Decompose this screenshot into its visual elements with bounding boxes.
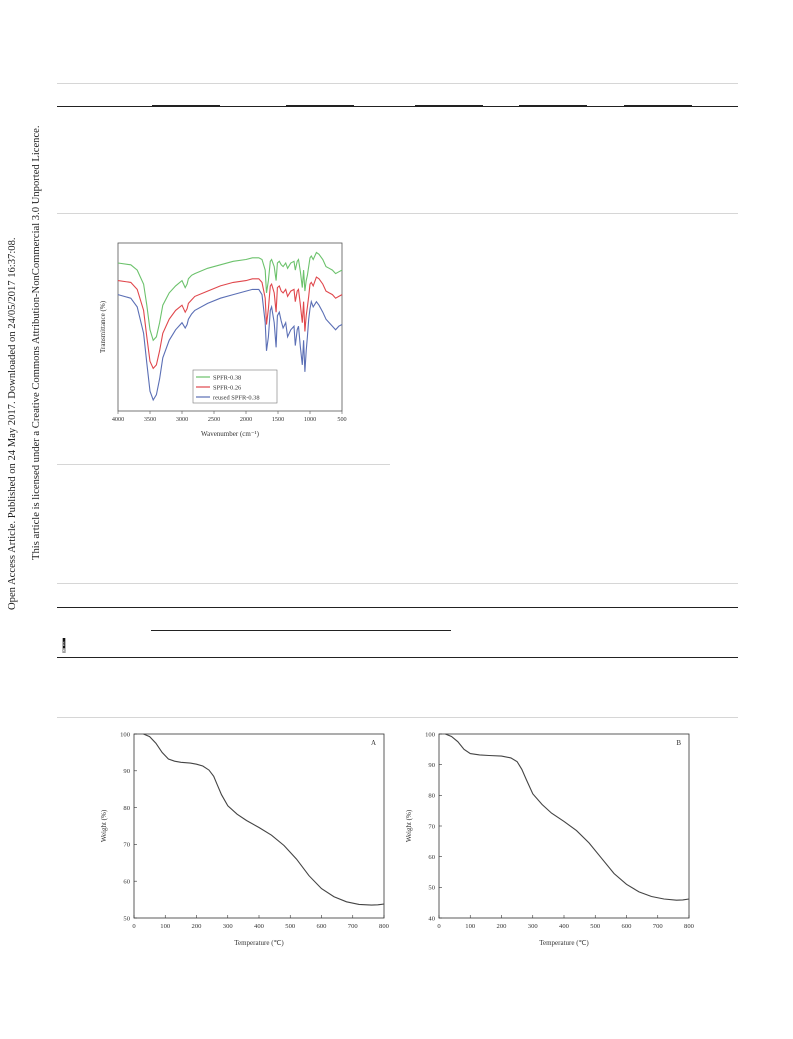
ftir-x-tick-label: 2000: [240, 416, 252, 423]
tga-b-series-group: [445, 733, 690, 901]
ftir-legend-label: SPFR-0.26: [213, 384, 241, 391]
table-rule-2: [57, 607, 738, 608]
ftir-x-tick-label: 500: [337, 416, 346, 423]
tgaA-x-tick-label: 400: [254, 923, 265, 930]
license-sidebar: Open Access Article. Published on 24 May…: [0, 0, 66, 660]
ftir-x-tick-label: 2500: [208, 416, 220, 423]
ftir-x-ticks: 4000 3500 3000 2500 2000 1500 1000 500: [112, 411, 347, 423]
tgaB-x-tick-label: 0: [437, 923, 441, 930]
top-light-rule: [57, 83, 738, 84]
tgaB-y-tick-label: 80: [428, 793, 435, 800]
tgaA-y-tick-label: 90: [123, 768, 130, 775]
tgaB-x-tick-label: 300: [528, 923, 539, 930]
tgaB-y-tick-label: 90: [428, 762, 435, 769]
tgaB-weight-curve: [445, 733, 690, 901]
ftir-legend: SPFR-0.38 SPFR-0.26 reused SPFR-0.38: [192, 369, 278, 404]
ftir-series-group: [117, 251, 343, 402]
ftir-x-axis-label: Wavenumber (cm⁻¹): [201, 430, 260, 438]
ftir-legend-label: SPFR-0.38: [213, 374, 241, 381]
tgaA-x-tick-label: 700: [348, 923, 359, 930]
tga-a-x-axis-label: Temperature (℃): [234, 939, 284, 947]
tga-a-plot-frame: [133, 733, 385, 919]
table-span-rule: [151, 630, 451, 631]
ftir-x-tick-label: 1500: [272, 416, 284, 423]
ftir-x-tick-label: 4000: [112, 416, 124, 423]
tgaA-weight-curve: [143, 733, 385, 906]
section-light-rule-3: [57, 717, 738, 718]
tgaA-x-tick-label: 300: [223, 923, 234, 930]
table-rule-1: [57, 106, 738, 107]
table-subrule-5: [624, 105, 692, 106]
ftir-y-axis-label: Transmittance (%): [99, 300, 107, 353]
tgaB-y-tick-label: 70: [428, 823, 435, 830]
tgaA-x-tick-label: 500: [285, 923, 296, 930]
tgaA-x-tick-label: 600: [317, 923, 328, 930]
table-subrule-3: [415, 105, 483, 106]
tgaA-x-tick-label: 200: [192, 923, 203, 930]
table-rule-3: [57, 657, 738, 658]
tga-a-panel-label: A: [371, 739, 376, 747]
tgaB-y-tick-label: 40: [428, 915, 435, 922]
tgaB-y-tick-label: 100: [425, 731, 436, 738]
tgaA-y-tick-label: 70: [123, 842, 130, 849]
table-subrule-1: [152, 105, 220, 106]
tgaB-x-tick-label: 600: [622, 923, 633, 930]
cc-by-nc-badge: cc BY-NC: [62, 638, 66, 653]
ftir-chart: 4000 3500 3000 2500 2000 1500 1000 500 Wavenumb…: [99, 242, 347, 438]
tga-b-x-axis-label: Temperature (℃): [539, 939, 589, 947]
tgaA-y-tick-label: 80: [123, 805, 130, 812]
by-nc-text: BY-NC: [64, 641, 66, 646]
ftir-series-line-2: [117, 276, 343, 370]
tgaA-x-tick-label: 0: [132, 923, 136, 930]
sidebar-line-published: Open Access Article. Published on 24 May…: [7, 237, 18, 610]
ftir-series-line-3: [117, 288, 343, 402]
tgaB-x-tick-label: 200: [497, 923, 508, 930]
tga-chart-a: 0 100 200 300 400 500 600 700 800 50 60 70 80 90 100 A…: [100, 731, 390, 947]
tga-b-ticks: 0 100 200 300 400 500 600 700 800 40 50 60 70 80 90 100: [425, 731, 695, 930]
tgaB-x-tick-label: 100: [465, 923, 476, 930]
section-light-rule-2: [57, 583, 738, 584]
table-subrule-2: [286, 105, 354, 106]
table-subrule-4: [519, 105, 587, 106]
tgaB-x-tick-label: 800: [684, 923, 695, 930]
tga-a-y-axis-label: Weight (%): [100, 809, 108, 842]
tgaA-y-tick-label: 100: [120, 731, 131, 738]
tga-chart-b: 0 100 200 300 400 500 600 700 800 40 50 60 70 80 90 100…: [405, 731, 695, 947]
ftir-x-tick-label: 3000: [176, 416, 188, 423]
tgaA-x-tick-label: 100: [160, 923, 171, 930]
cc-icon: [62, 649, 66, 652]
tga-a-series-group: [143, 733, 385, 906]
tgaA-x-tick-label: 800: [379, 923, 390, 930]
tgaA-y-tick-label: 50: [123, 915, 130, 922]
tgaB-x-tick-label: 400: [559, 923, 570, 930]
tga-a-ticks: 0 100 200 300 400 500 600 700 800 50 60 70 80 90 100: [120, 731, 390, 930]
figure-caption-rule: [57, 464, 390, 465]
ftir-x-tick-label: 3500: [144, 416, 156, 423]
tgaB-y-tick-label: 60: [428, 854, 435, 861]
tga-b-plot-frame: [438, 733, 690, 919]
sidebar-line-licence: This article is licensed under a Creativ…: [31, 125, 42, 560]
ftir-series-line-1: [117, 251, 343, 342]
section-light-rule-1: [57, 213, 738, 214]
ftir-x-tick-label: 1000: [304, 416, 316, 423]
tga-b-y-axis-label: Weight (%): [405, 809, 413, 842]
cc-icon-text: cc: [63, 650, 65, 652]
tgaA-y-tick-label: 60: [123, 879, 130, 886]
tgaB-y-tick-label: 50: [428, 885, 435, 892]
tga-b-panel-label: B: [676, 739, 681, 747]
ftir-legend-label: reused SPFR-0.38: [213, 394, 260, 401]
tgaB-x-tick-label: 700: [653, 923, 664, 930]
tgaB-x-tick-label: 500: [590, 923, 601, 930]
